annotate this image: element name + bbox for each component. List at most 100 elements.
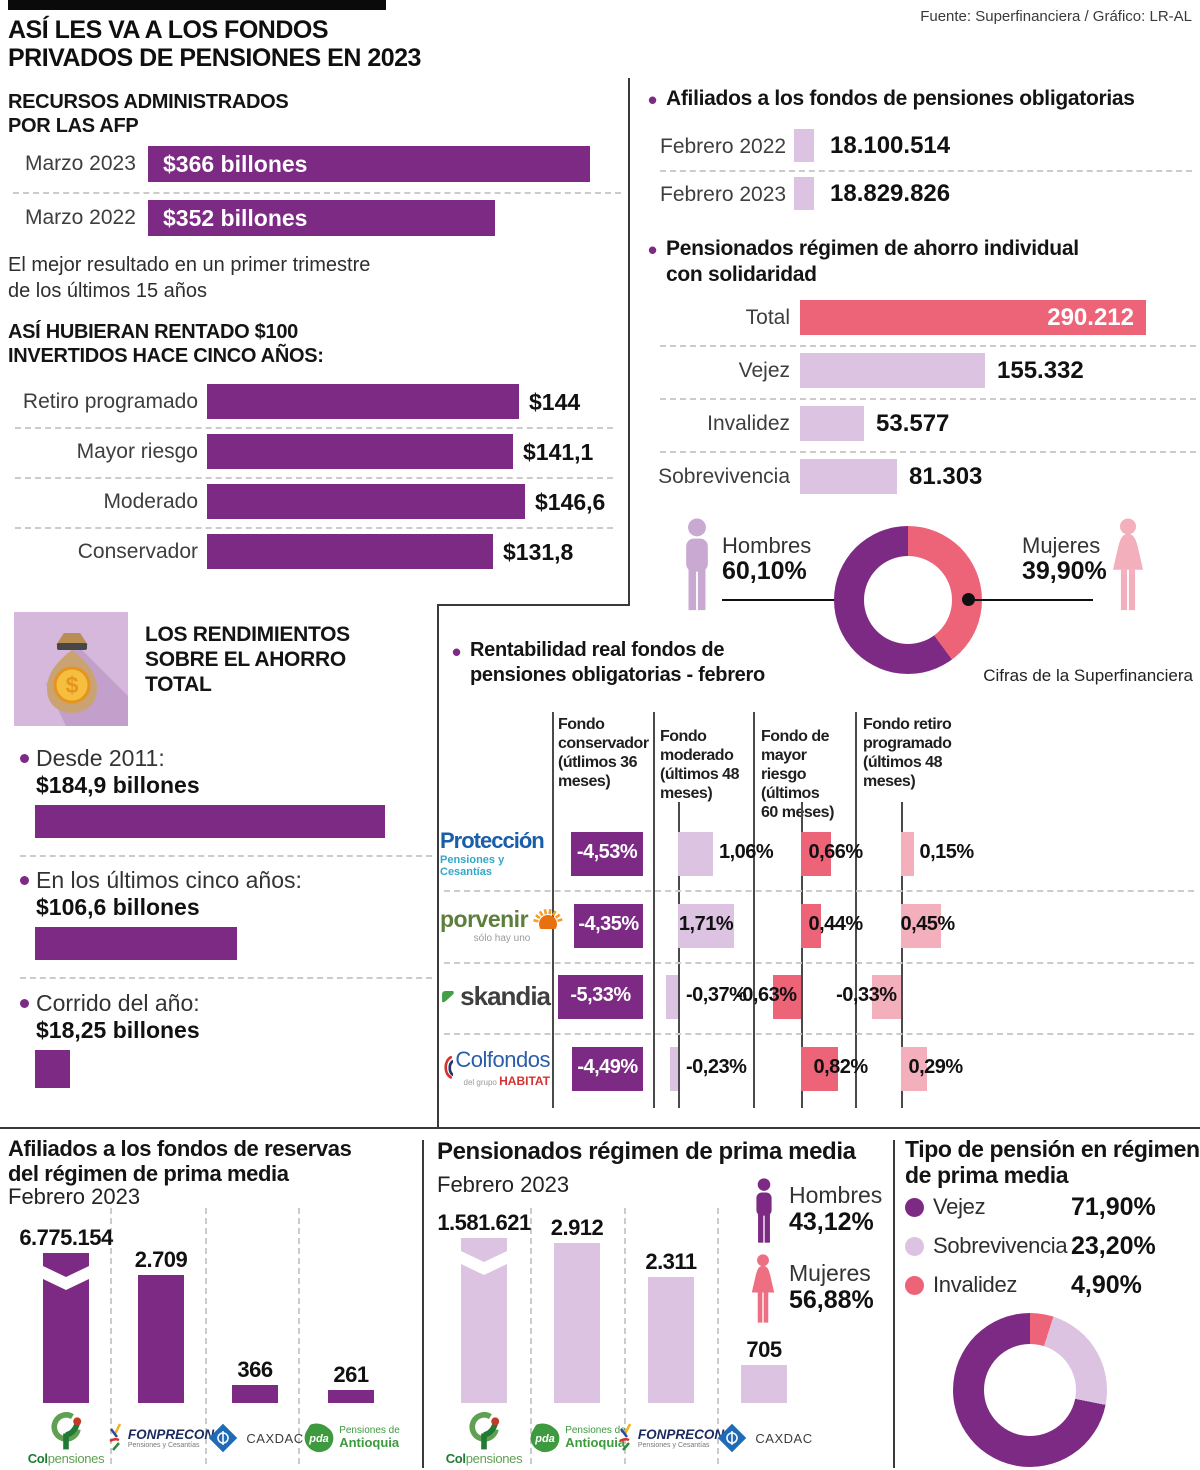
- bar-value-label: 18.100.514: [830, 132, 951, 159]
- logo-skandia: skandia: [440, 967, 551, 1025]
- column-separator: [652, 712, 655, 1108]
- bar-value-label: $141,1: [523, 439, 594, 465]
- bar: [800, 406, 864, 441]
- reservas-subtitle: Febrero 2023: [8, 1184, 141, 1209]
- item-value: $18,25 billones: [36, 1017, 200, 1043]
- recursos-section-title: RECURSOS ADMINISTRADOS POR LAS AFP: [8, 91, 289, 137]
- connector-dot: [962, 593, 975, 606]
- legend-dot: [905, 1276, 924, 1295]
- bar: [574, 903, 643, 948]
- column-header: Fondo retiro programado (últimos 48 mese…: [863, 716, 952, 790]
- bar: [871, 975, 901, 1019]
- dashed-divider: [15, 527, 613, 529]
- bar-value-label: 155.332: [997, 357, 1084, 384]
- svg-text:pda: pda: [534, 1433, 555, 1445]
- donut-hole: [984, 1344, 1076, 1436]
- logo-caxdac: CAXDAC: [709, 1410, 819, 1466]
- bar: [35, 805, 385, 838]
- bar: [800, 1046, 838, 1091]
- bullet-icon: [20, 999, 29, 1008]
- dashed-divider: [660, 451, 1196, 453]
- divider-line: [437, 604, 439, 1127]
- bar-value-label: $131,8: [503, 539, 574, 565]
- divider-line: [422, 1140, 424, 1468]
- dashed-divider: [298, 1208, 300, 1464]
- bar-value-label: 81.303: [909, 463, 983, 490]
- svg-text:pda: pda: [308, 1433, 329, 1445]
- dashed-divider: [660, 345, 1196, 347]
- rentabilidad-section-title: Rentabilidad real fondos de pensiones ob…: [452, 636, 787, 688]
- bar-value-label: -4,49%: [577, 1055, 638, 1078]
- bar-category-label: Invalidez: [707, 412, 790, 435]
- legend-label: Vejez: [933, 1194, 986, 1219]
- bar: [554, 1243, 600, 1403]
- bar-with-value: 290.212: [800, 300, 1146, 335]
- rais-bar-chart: Total 290.212 Vejez 155.332 Invalidez 53.577 S…: [650, 300, 1198, 515]
- divider-line: [893, 1140, 895, 1468]
- dashed-divider: [110, 1208, 112, 1464]
- dashed-divider: [15, 477, 613, 479]
- bar-category-label: Retiro programado: [22, 390, 198, 413]
- logo-fonprecon: FONPRECON Pensiones y Cesantías: [616, 1410, 726, 1466]
- page-title: ASÍ LES VA A LOS FONDOS PRIVADOS DE PENS…: [8, 16, 421, 72]
- bar-value-label: 1,71%: [678, 912, 734, 935]
- pension-type-legend: Vejez 71,90% Sobrevivencia 23,20% Invalidez 4…: [905, 1193, 1197, 1316]
- gender-value: 60,10%: [722, 557, 807, 585]
- source-note: Cifras de la Superfinanciera: [983, 666, 1193, 685]
- bar: [678, 903, 734, 948]
- bar-value-label: 2.912: [550, 1215, 604, 1240]
- bar-value-label: 0,15%: [919, 841, 975, 863]
- bar-with-value: $366 billones: [148, 146, 590, 182]
- money-bag-icon: $: [14, 612, 128, 726]
- dashed-divider: [444, 890, 1194, 892]
- title-accent-bar: [8, 0, 386, 10]
- svg-text:$: $: [66, 672, 79, 698]
- rendimientos-bar-chart: Desde 2011: $184,9 billones En los últimos…: [20, 745, 438, 1095]
- bar: [900, 1046, 927, 1091]
- legend-value: 23,20%: [1071, 1232, 1156, 1260]
- dashed-divider: [717, 1208, 719, 1464]
- dashed-divider: [530, 1208, 532, 1464]
- bar: [900, 832, 914, 876]
- legend-value: 71,90%: [1071, 1193, 1156, 1221]
- bar: [232, 1385, 278, 1403]
- logo-antioquia: pda Pensiones de Antioquia: [522, 1410, 632, 1466]
- bar-value-label: 1.581.621: [437, 1210, 531, 1235]
- bar: [207, 434, 513, 469]
- rentado-section-title: ASÍ HUBIERAN RENTADO $100 INVERTIDOS HAC…: [8, 321, 324, 367]
- bar-value-label: 0,82%: [813, 1055, 869, 1078]
- bar: [666, 975, 678, 1019]
- bar-value-label: 0,45%: [900, 912, 956, 935]
- axis-break-icon: [43, 1266, 89, 1290]
- connector-line: [975, 599, 1093, 601]
- rentado-bar-chart: Retiro programado $144 Mayor riesgo $141,1 M…: [8, 384, 628, 594]
- bullet-icon: [20, 754, 29, 763]
- column-header: Fondo conservador (útlimos 36 meses): [558, 716, 649, 790]
- source-credit: Fuente: Superfinanciera / Gráfico: LR-AL: [920, 8, 1192, 25]
- bar-value-label: -5,33%: [570, 984, 631, 1006]
- connector-line: [722, 599, 844, 601]
- gender-label: Hombres: [789, 1182, 883, 1208]
- bar: [800, 832, 831, 876]
- bar-category-label: Conservador: [77, 540, 198, 563]
- bar-value-label: 2.311: [645, 1249, 697, 1274]
- dashed-divider: [624, 1208, 626, 1464]
- bar: [900, 903, 941, 948]
- reservas-bar-chart: 6.775.154 Colpensiones 2.709 FONPRECON Pensi…: [8, 1200, 418, 1468]
- column-header: Fondo de mayor riesgo (últimos 60 meses): [761, 728, 834, 821]
- bar: [794, 129, 814, 162]
- bar-value-label: 53.577: [876, 410, 950, 437]
- bar: [800, 903, 821, 948]
- logo-fonprecon: FONPRECON Pensiones y Cesantías: [106, 1410, 216, 1466]
- gender-value: 56,88%: [789, 1286, 874, 1314]
- gender-donut-chart: Hombres 60,10% Mujeres 39,90%: [640, 505, 1200, 705]
- bar: [207, 384, 519, 419]
- bar-value-label: 6.775.154: [19, 1225, 113, 1250]
- logo-antioquia: pda Pensiones de Antioquia: [296, 1410, 406, 1466]
- afiliados-bar-chart: Febrero 2022 18.100.514 Febrero 2023 18.829…: [660, 128, 1195, 224]
- prima-media-bar-chart: 1.581.621 Colpensiones 2.912 pda Pensiones d…: [437, 1200, 889, 1468]
- bar-category-label: Moderado: [103, 490, 198, 513]
- bar: [328, 1390, 374, 1403]
- bar-category-label: Total: [745, 306, 790, 329]
